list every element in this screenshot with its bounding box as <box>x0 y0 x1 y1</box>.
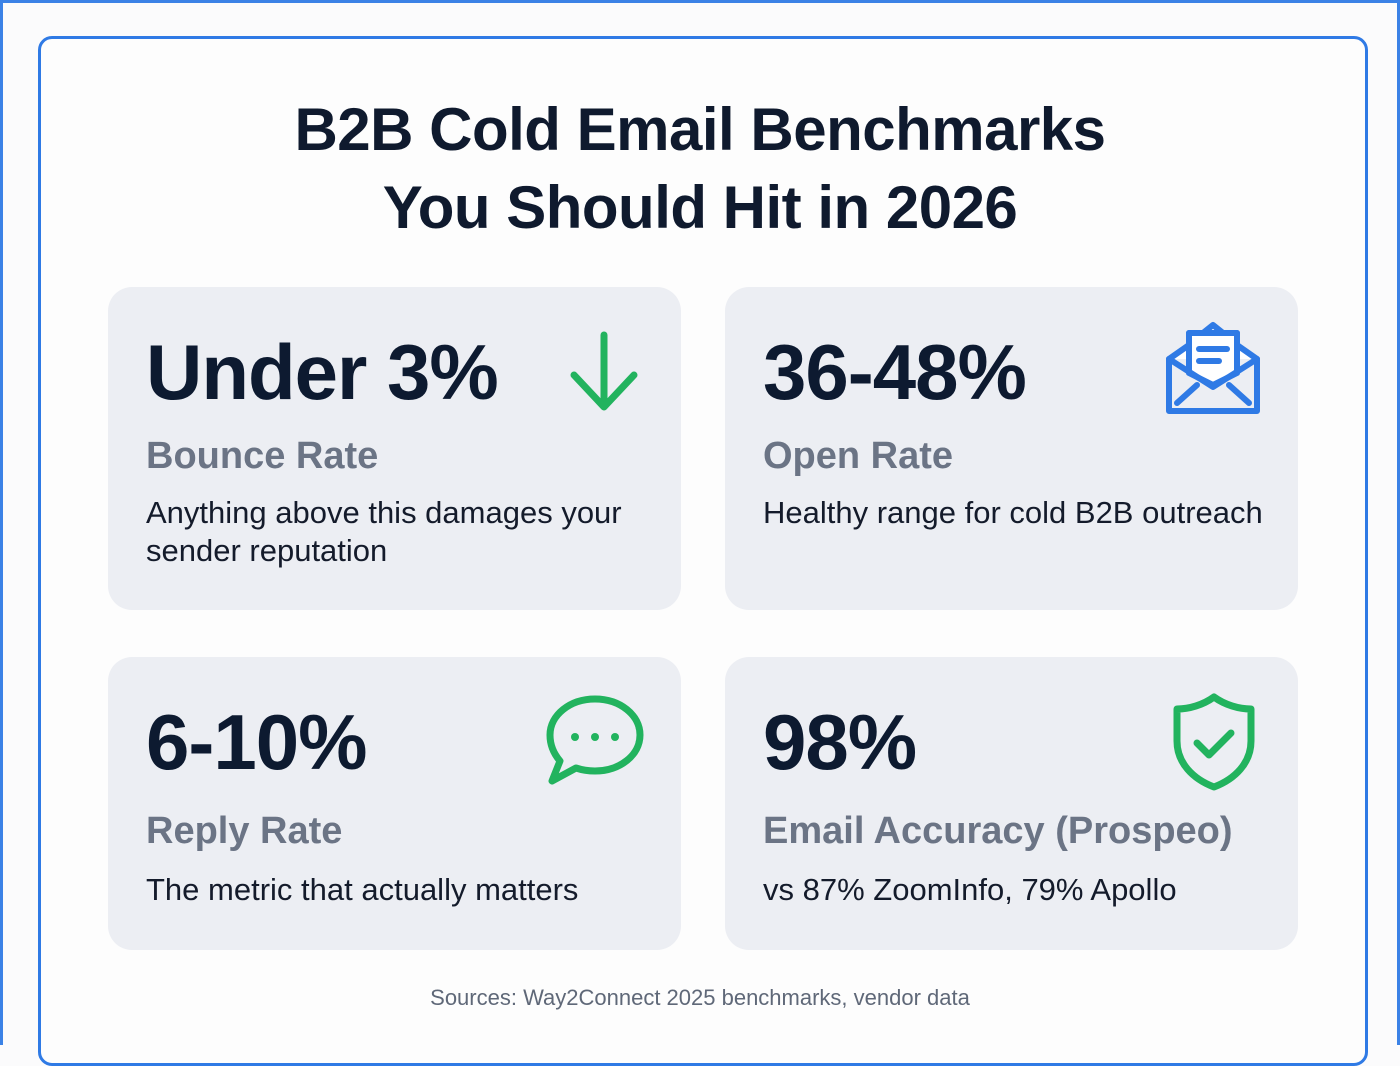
arrow-down-icon <box>566 329 642 420</box>
stat-description: Healthy range for cold B2B outreach <box>763 495 1263 530</box>
chat-bubble-icon <box>544 693 646 794</box>
open-rate-card: 36-48% Open Rate Healthy range for cold … <box>725 287 1298 610</box>
stat-value: 6-10% <box>146 698 367 786</box>
title-line-2: You Should Hit in 2026 <box>382 174 1018 241</box>
stat-value: Under 3% <box>146 328 499 416</box>
stat-value: 36-48% <box>763 328 1027 416</box>
bounce-rate-card: Under 3% Bounce Rate Anything above this… <box>108 287 681 610</box>
title-line-1: B2B Cold Email Benchmarks <box>294 96 1106 163</box>
stat-description: Anything above this damages your sender … <box>146 495 622 568</box>
shield-check-icon <box>1171 691 1257 796</box>
stat-value: 98% <box>763 698 917 786</box>
stat-label: Bounce Rate <box>146 435 379 477</box>
stat-label: Open Rate <box>763 435 954 477</box>
stat-label: Email Accuracy (Prospeo) <box>763 810 1233 852</box>
stat-description: The metric that actually matters <box>146 872 579 907</box>
stat-label: Reply Rate <box>146 810 343 852</box>
email-accuracy-card: 98% Email Accuracy (Prospeo) vs 87% Zoom… <box>725 657 1298 950</box>
reply-rate-card: 6-10% Reply Rate The metric that actuall… <box>108 657 681 950</box>
sources-footnote: Sources: Way2Connect 2025 benchmarks, ve… <box>430 985 970 1010</box>
page-title: B2B Cold Email Benchmarks You Should Hit… <box>3 91 1397 247</box>
open-envelope-icon <box>1163 321 1263 426</box>
stat-description: vs 87% ZoomInfo, 79% Apollo <box>763 872 1177 907</box>
